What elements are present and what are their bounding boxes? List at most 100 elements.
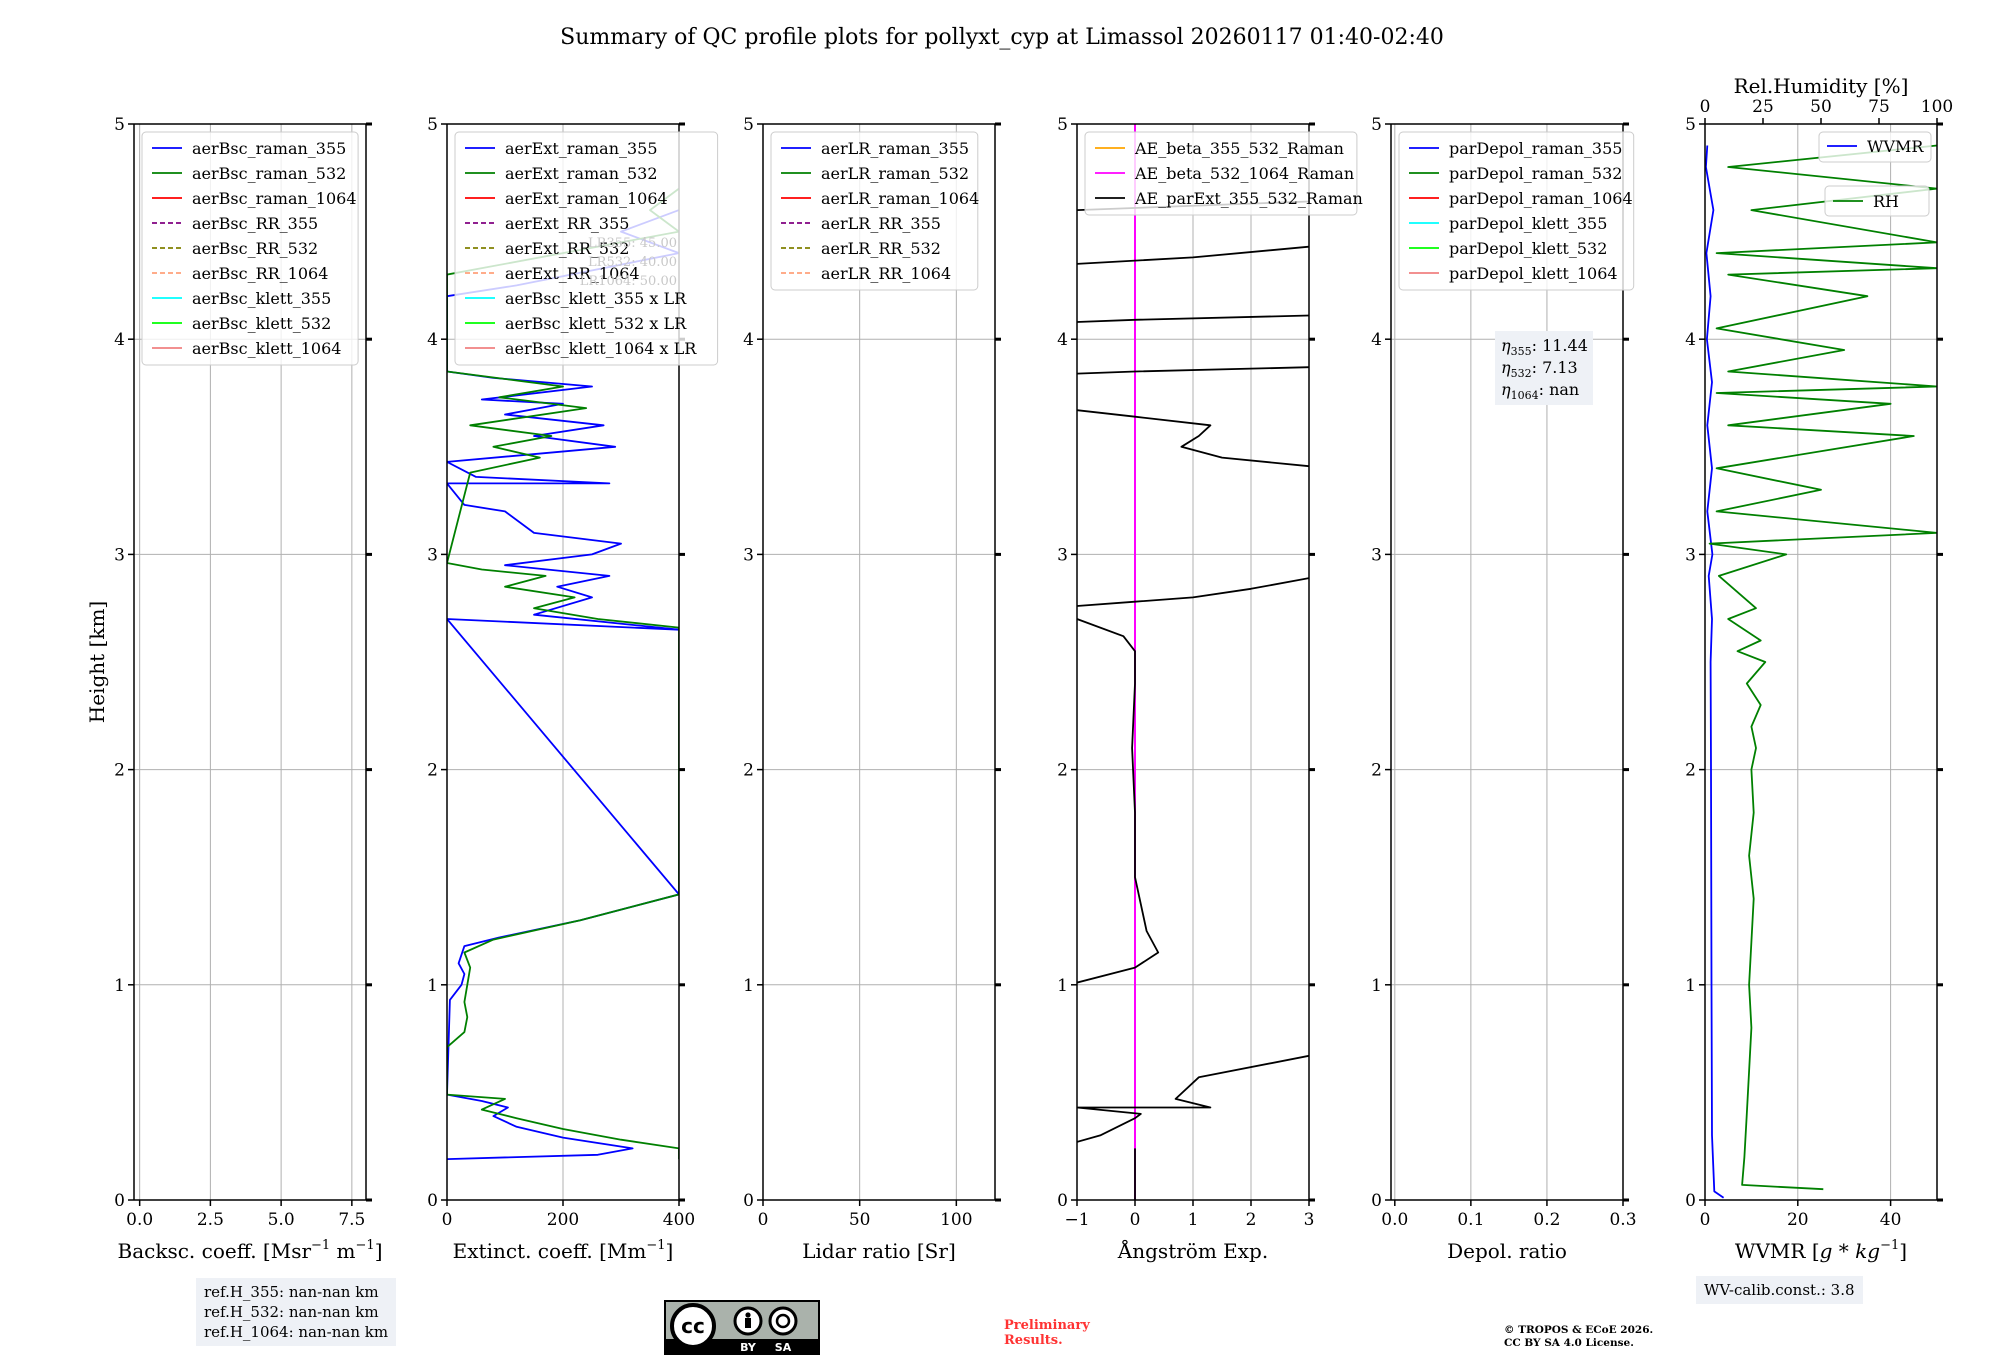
legend-rh-label: RH: [1873, 192, 1899, 211]
legend-label: aerLR_RR_532: [821, 239, 941, 258]
xtick-label: 0: [758, 1210, 769, 1230]
by-label: BY: [740, 1341, 757, 1353]
xlabel-sup1: −1: [1880, 1238, 1899, 1253]
ytick-label: 2: [1685, 761, 1696, 781]
legend-label: aerBsc_klett_355 x LR: [505, 289, 687, 308]
xtick-label: 0: [1700, 1210, 1711, 1230]
series-line-AE_parExt_355_532_Raman-5: [1077, 366, 1309, 375]
legend-label: AE_beta_532_1064_Raman: [1134, 164, 1354, 183]
legend-label: aerLR_raman_1064: [821, 189, 979, 208]
legend-label: aerBsc_klett_532 x LR: [505, 314, 687, 333]
legend-label: aerBsc_RR_1064: [192, 264, 328, 283]
lr-annotation-0: LR355: 45.00: [588, 236, 677, 251]
ytick-label: 0: [1371, 1191, 1382, 1211]
legend-label: aerLR_RR_355: [821, 214, 941, 233]
ytick-label: 5: [743, 115, 754, 135]
xtick-label: 100: [940, 1210, 972, 1230]
xtick-label: −1: [1064, 1210, 1089, 1230]
ytick-label: 5: [114, 115, 125, 135]
copyright-line-2: CC BY SA 4.0 License.: [1504, 1337, 1634, 1349]
legend-label: aerBsc_raman_532: [192, 164, 346, 183]
ref-height-box: ref.H_355: nan-nan km ref.H_532: nan-nan…: [196, 1278, 397, 1346]
cc-license-badge: cc BY SA: [664, 1300, 820, 1355]
ytick-label: 4: [114, 330, 125, 350]
panel-ext: 0 1 2 3 4 5 0 200 400 Extinct. coeff. [Mm−1] aerEx…: [427, 115, 719, 1263]
series-group: [1705, 144, 1937, 1199]
ytick-label: 0: [114, 1191, 125, 1211]
xlabel-main: WVMR [: [1735, 1239, 1820, 1263]
xlabel-main: Backsc. coeff. [Msr: [118, 1239, 312, 1263]
ytick-label: 1: [1685, 976, 1696, 996]
legend-label: AE_beta_355_532_Raman: [1134, 139, 1344, 158]
legend-label: parDepol_klett_1064: [1449, 264, 1618, 283]
ytick-label: 1: [1371, 976, 1382, 996]
legend-label: aerExt_RR_1064: [505, 264, 640, 283]
legend-frame: [770, 131, 979, 291]
legend: aerLR_raman_355 aerLR_raman_532 aerLR_rama…: [770, 131, 979, 291]
cc-logo-text: cc: [681, 1314, 705, 1338]
series-line-aerExt_raman_355: [447, 209, 679, 1160]
xtick-label: 1: [1188, 1210, 1199, 1230]
series-line-RH: [1708, 144, 1937, 1191]
xlabel-sup2: −1: [356, 1238, 375, 1253]
xaxis-label: Depol. ratio: [1447, 1239, 1567, 1263]
xlabel-main: Depol. ratio: [1447, 1239, 1567, 1263]
preliminary-line-2: Results.: [1004, 1333, 1063, 1348]
ytick-label: 3: [1685, 545, 1696, 565]
xaxis-label: Backsc. coeff. [Msr−1 m−1]: [118, 1238, 383, 1263]
xtick-label: 2: [1246, 1210, 1257, 1230]
xtick-label: 3: [1304, 1210, 1315, 1230]
copyright-line-1: © TROPOS & ECoE 2026.: [1504, 1324, 1654, 1336]
legend-label: aerExt_raman_1064: [505, 189, 668, 208]
xtick-label: 0.3: [1609, 1210, 1636, 1230]
xlabel-sup1: −1: [646, 1238, 665, 1253]
legend-label: aerBsc_klett_355: [192, 289, 331, 308]
legend-rh-frame: [1824, 185, 1930, 217]
legend-label: aerBsc_klett_1064 x LR: [505, 339, 697, 358]
top-xtick-label: 0: [1700, 97, 1711, 117]
legend-label: aerLR_RR_1064: [821, 264, 951, 283]
legend-rh: RH: [1824, 185, 1930, 217]
eta-symbol: η: [1501, 358, 1511, 377]
xlabel-end: ]: [375, 1239, 383, 1263]
legend-label: parDepol_klett_532: [1449, 239, 1607, 258]
legend-label: aerBsc_RR_532: [192, 239, 318, 258]
legend: AE_beta_355_532_Raman AE_beta_532_1064_Ra…: [1084, 131, 1363, 216]
copyright-note: © TROPOS & ECoE 2026. CC BY SA 4.0 Licen…: [1504, 1324, 1653, 1350]
eta-subscript: 1064: [1511, 389, 1539, 402]
series-line-WVMR: [1705, 145, 1725, 1199]
ref-height-355: ref.H_355: nan-nan km: [204, 1283, 379, 1301]
ref-height-532: ref.H_532: nan-nan km: [204, 1303, 379, 1321]
xlabel-main: Lidar ratio [Sr]: [802, 1239, 956, 1263]
xlabel-main: Ångström Exp.: [1117, 1238, 1268, 1263]
ref-height-1064: ref.H_1064: nan-nan km: [204, 1323, 389, 1341]
eta-line-0: η355: 11.44: [1501, 336, 1588, 358]
xtick-label: 50: [849, 1210, 871, 1230]
series-line-AE_parExt_355_532_Raman-7: [1077, 245, 1309, 265]
legend-wvmr-frame: [1818, 131, 1932, 163]
xlabel-end: ]: [1899, 1239, 1907, 1263]
ytick-label: 5: [427, 115, 438, 135]
ytick-label: 4: [1371, 330, 1382, 350]
ytick-label: 2: [1371, 761, 1382, 781]
yaxis-label: Height [km]: [85, 601, 109, 723]
eta-symbol: η: [1501, 336, 1511, 355]
ytick-label: 4: [1057, 330, 1068, 350]
xtick-label: 2.5: [197, 1210, 224, 1230]
xtick-label: 0: [1130, 1210, 1141, 1230]
top-axis-label: Rel.Humidity [%]: [1734, 74, 1909, 98]
ytick-label: 4: [743, 330, 754, 350]
legend-label: aerLR_raman_532: [821, 164, 969, 183]
xtick-label: 400: [663, 1210, 695, 1230]
ytick-label: 2: [114, 761, 125, 781]
panel-depol: 0 1 2 3 4 5 0.0 0.1 0.2 0.3 Depol. ratio parDepol_r…: [1371, 115, 1636, 1263]
xlabel-end: ]: [666, 1239, 674, 1263]
xaxis-label: Ångström Exp.: [1117, 1238, 1268, 1263]
series-line-AE_parExt_355_532_Raman-6: [1077, 314, 1309, 323]
cc-logo-icon: [670, 1303, 716, 1349]
eta-value: : nan: [1539, 380, 1580, 399]
